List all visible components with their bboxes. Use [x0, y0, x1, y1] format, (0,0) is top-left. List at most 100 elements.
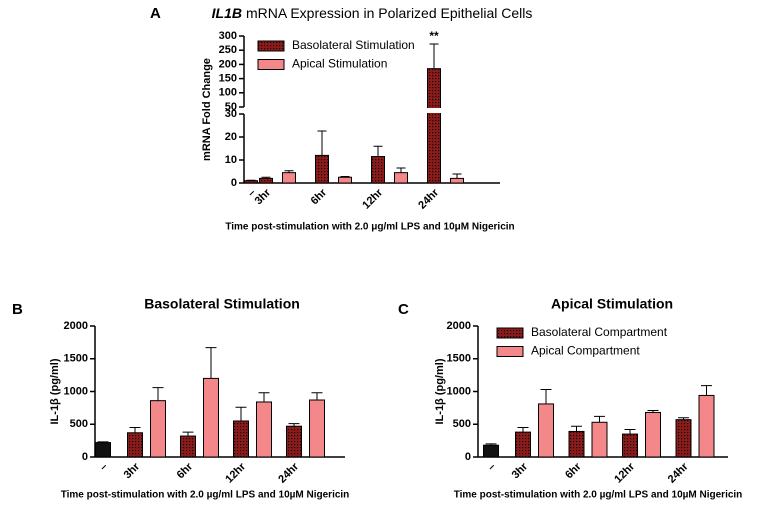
title-part: IL1B — [212, 5, 242, 21]
legend-swatch — [496, 346, 524, 357]
error-bar — [624, 428, 636, 435]
bar — [127, 432, 143, 458]
error-bar — [429, 43, 439, 69]
error-bar — [540, 389, 552, 404]
x-tick-label: 6hr — [563, 460, 584, 481]
legend-label: Basolateral Stimulation — [292, 38, 415, 52]
bar — [622, 433, 638, 458]
error-bar — [311, 392, 323, 401]
y-tick-label: 500 — [453, 418, 471, 430]
x-tick-label: 12hr — [223, 460, 248, 485]
y-tick-label: 1000 — [447, 385, 471, 397]
bar — [338, 176, 352, 184]
error-bar — [396, 167, 406, 173]
x-tick-label: 3hr — [122, 460, 143, 481]
bar — [282, 172, 296, 184]
y-tick-label: 20 — [225, 131, 237, 143]
chart-title: IL1B mRNA Expression in Polarized Epithel… — [212, 5, 533, 21]
legend-swatch — [496, 327, 524, 339]
legend-label: Basolateral Compartment — [531, 325, 668, 339]
bar — [698, 394, 715, 458]
bar — [538, 403, 554, 458]
error-bar — [517, 427, 529, 433]
error-bar — [373, 145, 383, 157]
bar — [233, 420, 249, 458]
x-axis-label: Time post-stimulation with 2.0 µg/ml LPS… — [61, 490, 350, 501]
error-bar — [205, 347, 217, 379]
x-tick-label: – — [97, 461, 110, 474]
bar — [256, 401, 272, 458]
x-tick-label: 3hr — [510, 460, 531, 481]
error-bar — [152, 387, 164, 401]
x-axis-label: Time post-stimulation with 2.0 μg/ml LPS… — [225, 222, 514, 233]
error-bar — [594, 415, 605, 423]
y-tick-label: 500 — [70, 418, 88, 430]
y-tick-label: 0 — [82, 451, 88, 463]
error-bar — [452, 173, 462, 179]
bar — [394, 172, 408, 184]
x-tick-label: – — [485, 461, 498, 474]
x-tick-label: 12hr — [360, 186, 385, 211]
x-axis-label: Time post-stimulation with 2.0 µg/ml LPS… — [454, 490, 743, 501]
x-tick-label: 6hr — [309, 186, 330, 207]
bar — [591, 421, 608, 458]
y-tick-label: 2000 — [447, 320, 471, 332]
y-axis-label: IL-1β (pg/ml) — [49, 358, 61, 424]
y-tick-label: 1500 — [447, 353, 471, 365]
x-tick-label: 3hr — [253, 186, 274, 207]
error-bar — [258, 392, 270, 402]
y-tick-label: 1000 — [64, 385, 88, 397]
y-tick-label: 2000 — [64, 320, 88, 332]
bar — [244, 180, 258, 184]
y-axis-label: mRNA Fold Change — [201, 58, 213, 161]
y-tick-label: 250 — [219, 44, 237, 56]
bar — [427, 68, 441, 184]
x-tick-label: 24hr — [276, 460, 301, 485]
y-tick-label: 10 — [225, 154, 237, 166]
bar — [259, 177, 273, 184]
annotation: ** — [429, 29, 439, 43]
bar — [95, 442, 111, 458]
panel-label: B — [12, 301, 23, 318]
panel-label: A — [150, 5, 161, 22]
error-bar — [235, 406, 247, 421]
bar — [450, 177, 464, 184]
y-axis-label: IL-1β (pg/ml) — [434, 358, 446, 424]
bar — [645, 411, 661, 458]
error-bar — [571, 425, 582, 432]
y-tick-label: 300 — [219, 30, 237, 42]
bar — [315, 154, 329, 184]
x-tick-label: 24hr — [666, 460, 691, 485]
bar — [515, 431, 531, 458]
legend-label: Apical Stimulation — [292, 57, 387, 71]
bar — [568, 430, 585, 458]
y-tick-label: 0 — [231, 177, 237, 189]
bar — [371, 156, 385, 184]
y-tick-label: 150 — [219, 73, 237, 85]
bar — [675, 419, 692, 458]
y-tick-label: 1500 — [64, 353, 88, 365]
error-bar — [182, 431, 194, 437]
chart-title: Apical Stimulation — [551, 296, 673, 312]
bar — [203, 377, 219, 458]
legend-label: Apical Compartment — [531, 344, 640, 358]
x-tick-label: 24hr — [416, 186, 441, 211]
bar — [150, 400, 166, 458]
y-tick-label: 0 — [465, 451, 471, 463]
bar — [286, 425, 302, 458]
x-tick-label: 12hr — [612, 460, 637, 485]
legend-swatch — [257, 59, 285, 70]
bar — [180, 435, 196, 458]
y-tick-label: 100 — [219, 87, 237, 99]
axis-break — [245, 108, 501, 113]
bar — [483, 444, 499, 458]
panel-label: C — [398, 301, 409, 318]
legend-swatch — [257, 40, 285, 52]
y-tick-label: 200 — [219, 58, 237, 70]
chart-title: Basolateral Stimulation — [144, 296, 300, 312]
error-bar — [129, 427, 141, 433]
x-tick-label: 6hr — [175, 460, 196, 481]
error-bar — [701, 385, 712, 396]
error-bar — [317, 130, 327, 156]
